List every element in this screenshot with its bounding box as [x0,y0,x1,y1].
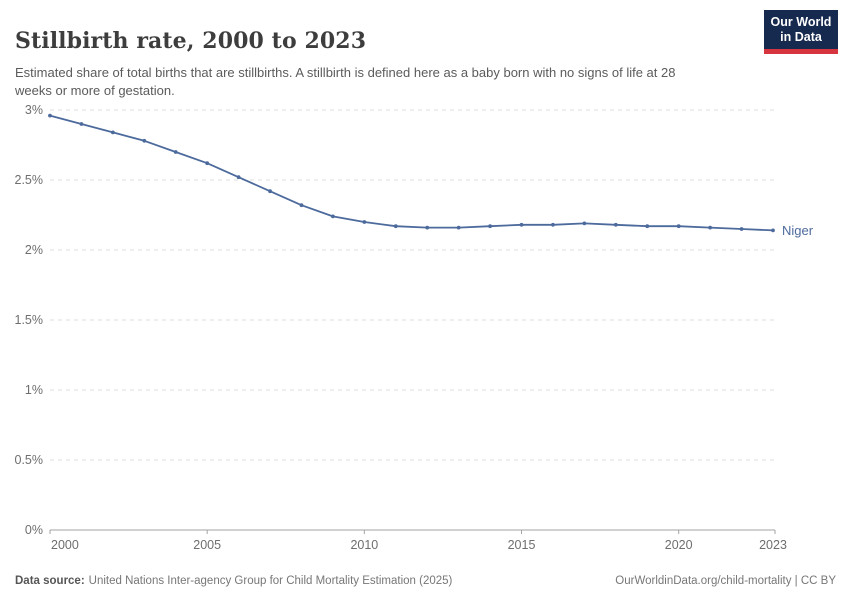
y-tick-label: 2% [25,243,43,257]
data-source-note: Data source: United Nations Inter-agency … [15,575,452,587]
data-source-label: Data source: [15,575,85,587]
owid-logo-line2: in Data [780,30,822,44]
data-point [173,150,178,154]
data-point [613,222,618,227]
chart-subtitle: Estimated share of total births that are… [15,65,676,99]
data-point [771,228,775,233]
x-tick-label: 2015 [508,538,536,552]
y-tick-label: 1.5% [15,313,44,327]
data-point [676,224,681,229]
data-point [205,161,210,166]
data-point [488,224,492,229]
data-point [739,227,744,231]
data-point [393,224,398,229]
y-tick-label: 3% [25,103,43,117]
owid-logo-line1: Our World [770,15,832,29]
y-tick-label: 2.5% [15,173,44,187]
data-source-text: United Nations Inter-agency Group for Ch… [88,575,453,587]
data-line [49,114,774,232]
data-point [645,224,650,229]
chart-footer: Data source: United Nations Inter-agency … [15,575,836,587]
owid-link[interactable]: OurWorldinData.org/child-mortality | CC … [615,575,836,587]
data-point [519,222,524,227]
owid-logo[interactable]: Our World in Data [764,10,838,54]
line-chart: 0% 0.5% 1% 1.5% 2% 2.5% 3% 2000 2005 2010 2015 2020… [15,103,814,552]
data-point [582,221,587,226]
x-tick-label: 2000 [51,538,79,552]
data-point [299,203,304,208]
data-point [236,175,241,180]
data-point [48,113,52,118]
data-point [331,214,335,219]
chart-title: Stillbirth rate, 2000 to 2023 [15,27,367,54]
data-point [79,122,84,126]
x-tick-label: 2023 [759,538,787,552]
x-tick-label: 2020 [665,538,693,552]
y-tick-label: 0% [25,523,43,537]
x-tick-label: 2010 [350,538,378,552]
data-point [425,225,430,230]
data-point [110,130,115,135]
data-point [268,189,272,194]
data-point [142,138,147,143]
entity-label[interactable]: Niger [782,223,814,238]
data-point [456,225,461,230]
data-point [708,225,713,230]
x-tick-label: 2005 [193,538,221,552]
y-tick-label: 0.5% [15,453,44,467]
y-tick-label: 1% [25,383,43,397]
data-point [362,220,367,224]
data-point [551,222,555,227]
